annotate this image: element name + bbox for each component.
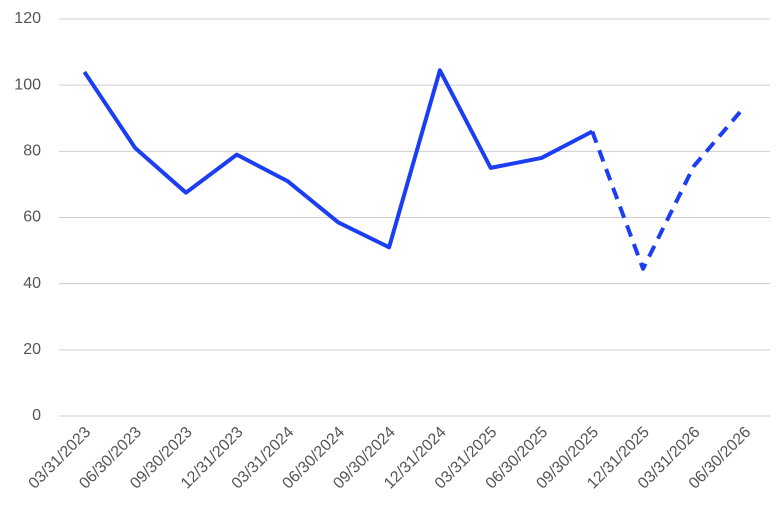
y-tick-label: 80 (23, 143, 41, 160)
y-tick-label: 20 (23, 341, 41, 358)
y-tick-label: 60 (23, 209, 41, 226)
y-tick-label: 100 (14, 76, 41, 93)
series-line (590, 105, 747, 271)
y-tick-label: 40 (23, 275, 41, 292)
series-line (82, 68, 594, 250)
y-tick-label: 120 (14, 10, 41, 27)
y-tick-label: 0 (32, 407, 41, 424)
